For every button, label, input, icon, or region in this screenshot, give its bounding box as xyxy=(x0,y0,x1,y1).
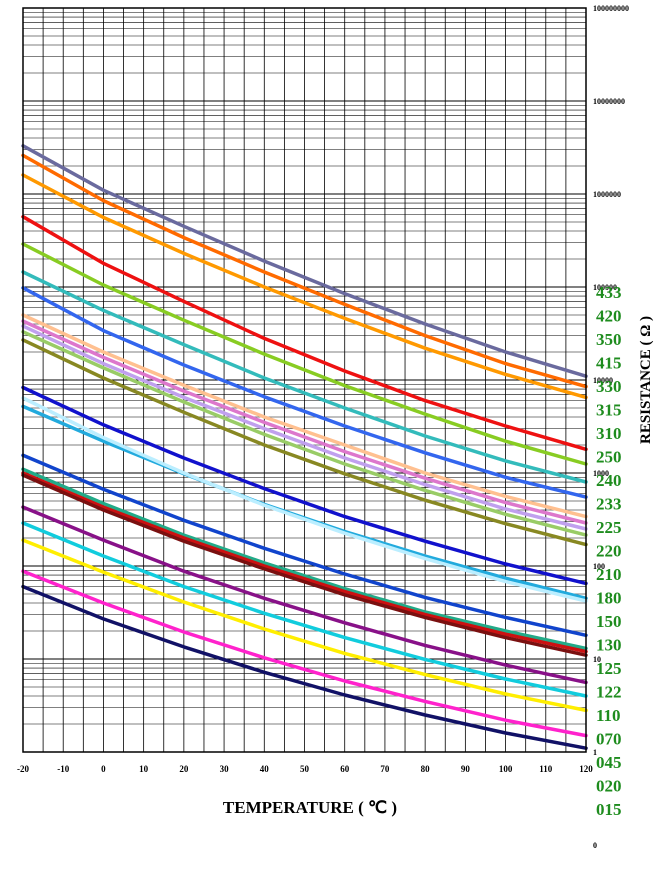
y-tick-label: 100000 xyxy=(593,283,617,292)
y-tick-label: 1000000 xyxy=(593,190,621,199)
x-tick-label: 110 xyxy=(539,764,553,774)
model-code-label: 315 xyxy=(596,401,622,420)
model-code-label: 225 xyxy=(596,518,622,537)
model-code-label: 130 xyxy=(596,636,622,655)
model-code-label: 250 xyxy=(596,448,622,467)
chart-series xyxy=(21,144,588,750)
series-line xyxy=(21,242,588,466)
model-code-label: 350 xyxy=(596,330,622,349)
series-line xyxy=(21,324,588,531)
series-line xyxy=(21,396,588,603)
model-code-label: 310 xyxy=(596,424,622,443)
x-tick-label: 120 xyxy=(579,764,593,774)
series-line xyxy=(21,270,588,484)
model-code-label: 150 xyxy=(596,612,622,631)
model-code-list: 4334203504153303153102502402332252202101… xyxy=(596,283,622,819)
model-code-label: 210 xyxy=(596,565,622,584)
series-line xyxy=(21,569,588,738)
y-axis-ticks: 1000000001000000010000001000001000010001… xyxy=(593,4,629,850)
series-line xyxy=(21,473,588,657)
series-line xyxy=(21,330,588,537)
series-line xyxy=(21,471,588,654)
series-line xyxy=(21,505,588,685)
model-code-label: 240 xyxy=(596,471,622,490)
x-tick-label: 30 xyxy=(220,764,230,774)
model-code-label: 045 xyxy=(596,753,622,772)
series-line xyxy=(21,214,588,452)
plot-frame xyxy=(22,7,587,753)
series-line xyxy=(21,521,588,698)
y-tick-label: 0 xyxy=(593,841,597,850)
model-code-label: 125 xyxy=(596,659,622,678)
x-tick-label: -20 xyxy=(17,764,29,774)
series-line xyxy=(21,173,588,400)
plot-border xyxy=(22,7,587,753)
x-tick-label: 80 xyxy=(421,764,431,774)
model-code-label: 233 xyxy=(596,495,622,514)
x-tick-label: -10 xyxy=(57,764,69,774)
y-tick-label: 10000000 xyxy=(593,97,625,106)
x-tick-label: 70 xyxy=(380,764,390,774)
y-axis-title: RESISTANCE ( Ω ) xyxy=(638,316,654,444)
y-tick-label: 100 xyxy=(593,562,605,571)
y-tick-label: 1000 xyxy=(593,469,609,478)
x-tick-label: 10 xyxy=(139,764,149,774)
x-tick-label: 50 xyxy=(300,764,310,774)
model-code-label: 220 xyxy=(596,542,622,561)
series-line xyxy=(21,385,588,586)
y-tick-label: 1 xyxy=(593,748,597,757)
model-code-label: 122 xyxy=(596,683,622,702)
y-tick-label: 10000 xyxy=(593,376,613,385)
x-tick-label: 20 xyxy=(179,764,189,774)
model-code-label: 015 xyxy=(596,800,622,819)
model-code-label: 415 xyxy=(596,354,622,373)
y-tick-label: 10 xyxy=(593,655,601,664)
series-line xyxy=(21,313,588,519)
x-tick-label: 100 xyxy=(499,764,513,774)
model-code-label: 020 xyxy=(596,777,622,796)
x-tick-label: 40 xyxy=(260,764,270,774)
model-code-label: 110 xyxy=(596,706,621,725)
x-tick-label: 60 xyxy=(340,764,350,774)
model-code-label: 070 xyxy=(596,730,622,749)
series-line xyxy=(21,338,588,547)
model-code-label: 420 xyxy=(596,307,622,326)
x-tick-label: 0 xyxy=(101,764,106,774)
x-tick-label: 90 xyxy=(461,764,471,774)
model-code-label: 180 xyxy=(596,589,622,608)
series-line xyxy=(21,584,588,750)
series-line xyxy=(21,538,588,713)
x-axis-ticks: -20 -10 0 10 20 30 40 50 60 70 80 90 100 110 120 xyxy=(17,764,593,774)
model-code-label: 330 xyxy=(596,377,622,396)
x-axis-title: TEMPERATURE ( ℃ ) xyxy=(223,798,397,817)
y-tick-label: 100000000 xyxy=(593,4,629,13)
series-line xyxy=(21,286,588,499)
series-line xyxy=(21,319,588,525)
series-line xyxy=(21,467,588,651)
series-line xyxy=(21,453,588,638)
model-code-label: 433 xyxy=(596,283,622,302)
series-line xyxy=(21,153,588,389)
series-line xyxy=(21,144,588,378)
